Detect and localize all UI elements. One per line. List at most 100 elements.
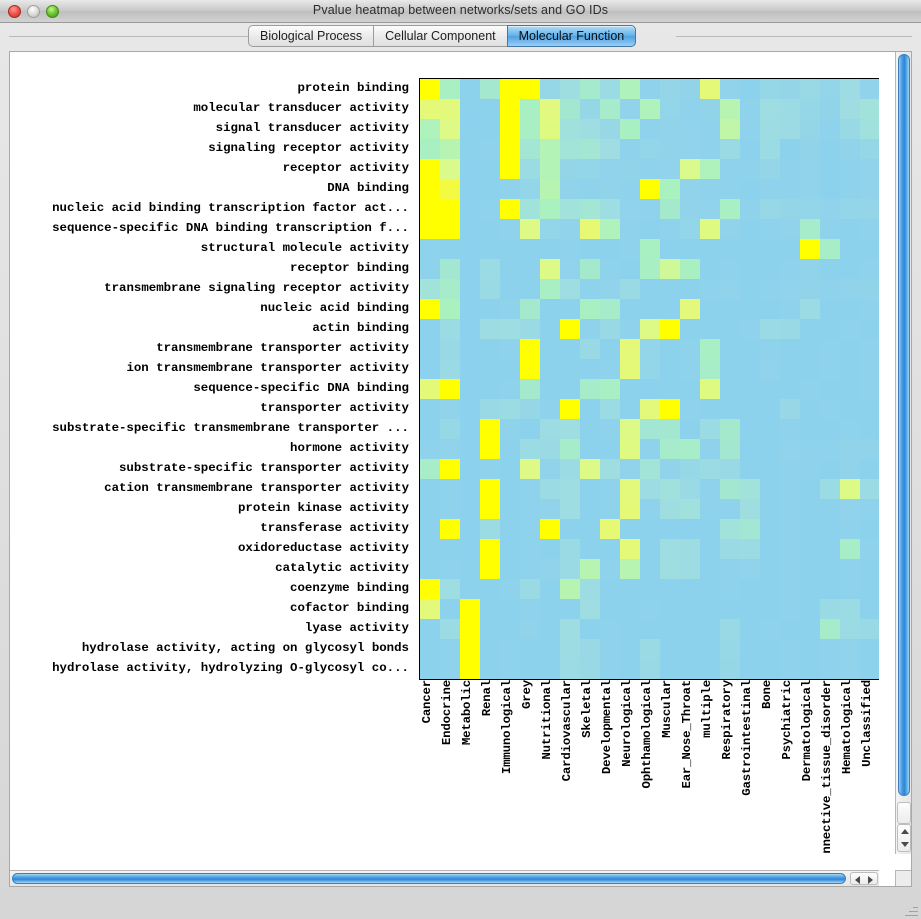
horizontal-scrollbar[interactable] xyxy=(10,870,879,886)
heatmap-cell[interactable] xyxy=(480,319,500,339)
heatmap-cell[interactable] xyxy=(800,159,820,179)
heatmap-cell[interactable] xyxy=(620,239,640,259)
heatmap-cell[interactable] xyxy=(620,359,640,379)
heatmap-cell[interactable] xyxy=(780,579,800,599)
heatmap-cell[interactable] xyxy=(760,539,780,559)
heatmap-cell[interactable] xyxy=(820,659,840,679)
heatmap-cell[interactable] xyxy=(460,359,480,379)
heatmap-cell[interactable] xyxy=(820,379,840,399)
close-button-icon[interactable] xyxy=(8,5,21,18)
heatmap-cell[interactable] xyxy=(700,79,720,99)
heatmap-cell[interactable] xyxy=(740,379,760,399)
heatmap-cell[interactable] xyxy=(540,539,560,559)
heatmap-cell[interactable] xyxy=(620,419,640,439)
heatmap-cell[interactable] xyxy=(620,199,640,219)
heatmap-cell[interactable] xyxy=(820,419,840,439)
heatmap-cell[interactable] xyxy=(480,459,500,479)
heatmap-cell[interactable] xyxy=(440,79,460,99)
heatmap-cell[interactable] xyxy=(480,139,500,159)
heatmap-cell[interactable] xyxy=(620,599,640,619)
heatmap-cell[interactable] xyxy=(860,239,879,259)
heatmap-cell[interactable] xyxy=(660,619,680,639)
heatmap-cell[interactable] xyxy=(860,79,879,99)
heatmap-cell[interactable] xyxy=(500,339,520,359)
heatmap-cell[interactable] xyxy=(780,639,800,659)
heatmap-cell[interactable] xyxy=(440,539,460,559)
heatmap-cell[interactable] xyxy=(640,179,660,199)
heatmap-cell[interactable] xyxy=(840,559,860,579)
heatmap-cell[interactable] xyxy=(660,79,680,99)
heatmap-cell[interactable] xyxy=(700,139,720,159)
heatmap-cell[interactable] xyxy=(820,299,840,319)
heatmap-cell[interactable] xyxy=(840,639,860,659)
heatmap-cell[interactable] xyxy=(860,639,879,659)
heatmap-cell[interactable] xyxy=(720,639,740,659)
tab-biological-process[interactable]: Biological Process xyxy=(248,25,374,47)
heatmap-cell[interactable] xyxy=(580,659,600,679)
heatmap-cell[interactable] xyxy=(600,119,620,139)
heatmap-cell[interactable] xyxy=(660,299,680,319)
heatmap-cell[interactable] xyxy=(760,299,780,319)
heatmap-cell[interactable] xyxy=(560,499,580,519)
heatmap-cell[interactable] xyxy=(700,599,720,619)
heatmap-cell[interactable] xyxy=(820,519,840,539)
heatmap-cell[interactable] xyxy=(620,559,640,579)
heatmap-cell[interactable] xyxy=(760,659,780,679)
heatmap-cell[interactable] xyxy=(440,419,460,439)
heatmap-cell[interactable] xyxy=(800,179,820,199)
heatmap-cell[interactable] xyxy=(760,559,780,579)
heatmap-cell[interactable] xyxy=(660,199,680,219)
tab-cellular-component[interactable]: Cellular Component xyxy=(373,25,507,47)
heatmap-cell[interactable] xyxy=(700,539,720,559)
heatmap-cell[interactable] xyxy=(460,599,480,619)
heatmap-cell[interactable] xyxy=(520,199,540,219)
heatmap-cell[interactable] xyxy=(780,199,800,219)
heatmap-cell[interactable] xyxy=(820,219,840,239)
heatmap-cell[interactable] xyxy=(640,319,660,339)
heatmap-cell[interactable] xyxy=(680,299,700,319)
heatmap-cell[interactable] xyxy=(520,239,540,259)
heatmap-cell[interactable] xyxy=(440,199,460,219)
heatmap-cell[interactable] xyxy=(660,639,680,659)
heatmap-cell[interactable] xyxy=(800,139,820,159)
heatmap-cell[interactable] xyxy=(720,219,740,239)
heatmap-cell[interactable] xyxy=(580,319,600,339)
heatmap-cell[interactable] xyxy=(560,199,580,219)
heatmap-cell[interactable] xyxy=(460,279,480,299)
heatmap-cell[interactable] xyxy=(860,219,879,239)
heatmap-cell[interactable] xyxy=(500,479,520,499)
heatmap-cell[interactable] xyxy=(840,479,860,499)
heatmap-cell[interactable] xyxy=(800,659,820,679)
heatmap-cell[interactable] xyxy=(600,459,620,479)
heatmap-cell[interactable] xyxy=(580,139,600,159)
heatmap-cell[interactable] xyxy=(480,659,500,679)
heatmap-cell[interactable] xyxy=(420,279,440,299)
heatmap-cell[interactable] xyxy=(860,139,879,159)
heatmap-cell[interactable] xyxy=(620,139,640,159)
heatmap-cell[interactable] xyxy=(860,659,879,679)
heatmap-cell[interactable] xyxy=(720,539,740,559)
heatmap-cell[interactable] xyxy=(640,619,660,639)
heatmap-cell[interactable] xyxy=(520,659,540,679)
heatmap-cell[interactable] xyxy=(500,599,520,619)
heatmap-cell[interactable] xyxy=(480,259,500,279)
heatmap-cell[interactable] xyxy=(780,119,800,139)
scroll-up-arrow-icon[interactable] xyxy=(901,829,909,834)
heatmap-cell[interactable] xyxy=(580,259,600,279)
heatmap-cell[interactable] xyxy=(740,539,760,559)
heatmap-cell[interactable] xyxy=(800,99,820,119)
tab-molecular-function[interactable]: Molecular Function xyxy=(506,25,637,47)
heatmap-cell[interactable] xyxy=(540,619,560,639)
heatmap-cell[interactable] xyxy=(680,279,700,299)
heatmap-cell[interactable] xyxy=(480,299,500,319)
heatmap-cell[interactable] xyxy=(680,399,700,419)
heatmap-cell[interactable] xyxy=(500,139,520,159)
window-titlebar[interactable]: Pvalue heatmap between networks/sets and… xyxy=(0,0,921,23)
heatmap-cell[interactable] xyxy=(540,599,560,619)
heatmap-cell[interactable] xyxy=(640,519,660,539)
heatmap-cell[interactable] xyxy=(520,179,540,199)
heatmap-cell[interactable] xyxy=(700,439,720,459)
heatmap-cell[interactable] xyxy=(560,399,580,419)
heatmap-cell[interactable] xyxy=(760,399,780,419)
heatmap-cell[interactable] xyxy=(820,639,840,659)
